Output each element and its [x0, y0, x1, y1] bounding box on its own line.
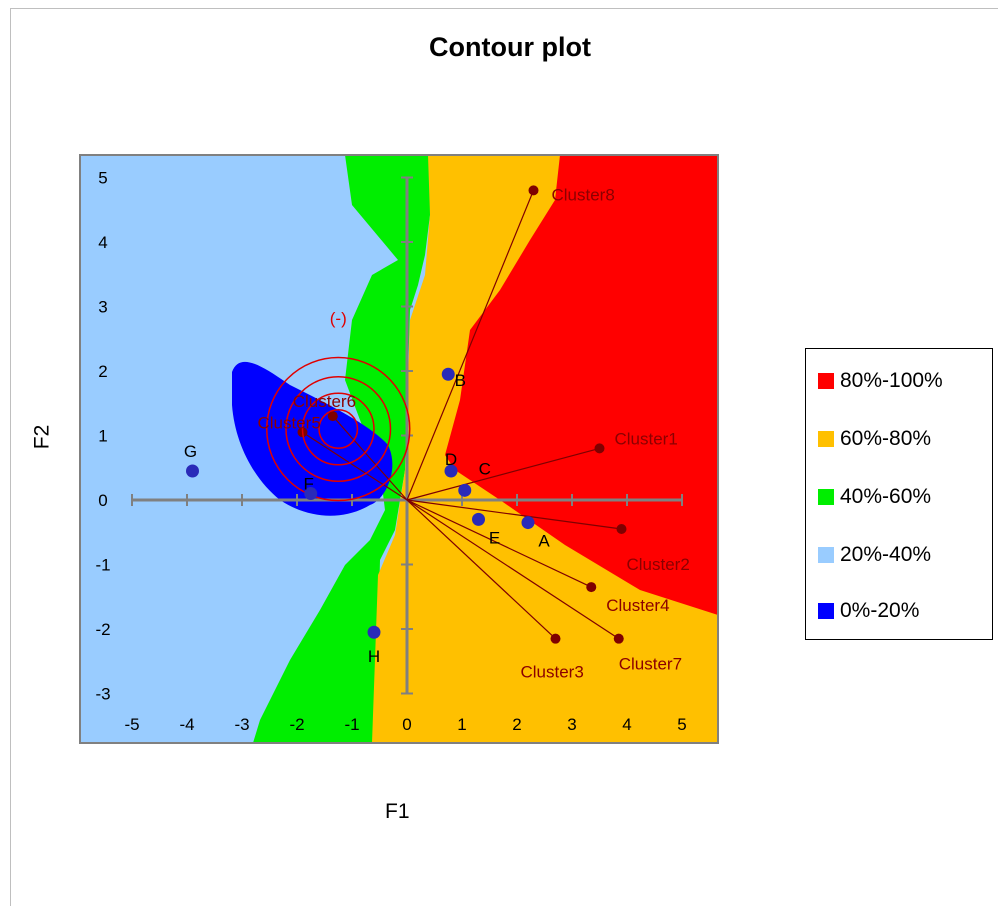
legend: 80%-100% 60%-80% 40%-60% 20%-40% 0%-20%	[805, 348, 993, 640]
observation-point	[458, 483, 472, 497]
plot-border	[79, 154, 719, 744]
ideal-point-circle	[301, 392, 375, 466]
variable-vector	[406, 499, 556, 640]
variable-vector	[332, 415, 408, 501]
y-tick-label: 3	[98, 298, 107, 317]
variable-vector	[406, 447, 600, 501]
variable-point	[550, 633, 561, 644]
contour-region-40-60	[253, 155, 435, 743]
variable-vector	[406, 499, 622, 530]
x-tick-label: 2	[512, 715, 521, 734]
variable-point	[327, 411, 338, 422]
variable-label: Cluster1	[615, 429, 678, 448]
x-tick-label: -2	[289, 715, 304, 734]
x-tick-label: -4	[179, 715, 194, 734]
legend-item: 60%-80%	[818, 427, 931, 451]
y-tick-label: 2	[98, 362, 107, 381]
legend-swatch	[818, 489, 834, 505]
legend-swatch	[818, 547, 834, 563]
y-axis-title: F2	[30, 424, 54, 450]
observation-label: G	[184, 442, 197, 461]
legend-item: 80%-100%	[818, 369, 943, 393]
x-tick-label: 5	[677, 715, 686, 734]
x-tick-label: -3	[234, 715, 249, 734]
variable-label: Cluster3	[521, 663, 584, 682]
variable-label: Cluster4	[606, 596, 669, 615]
observation-label: F	[304, 475, 314, 494]
legend-swatch	[818, 373, 834, 389]
observation-point	[304, 487, 318, 501]
variable-vector	[302, 431, 408, 501]
variable-point	[616, 524, 627, 535]
variable-vector	[406, 499, 592, 588]
chart-title: Contour plot	[429, 32, 591, 62]
y-tick-label: -3	[95, 685, 110, 704]
ideal-point-circle	[285, 376, 392, 483]
ideal-point-circle	[266, 356, 411, 502]
legend-item: 0%-20%	[818, 599, 919, 623]
legend-label: 40%-60%	[840, 485, 932, 508]
x-tick-label: -5	[124, 715, 139, 734]
observation-label: A	[538, 532, 550, 551]
observation-label: E	[489, 528, 500, 547]
observation-label: D	[445, 450, 457, 469]
legend-label: 60%-80%	[840, 427, 932, 450]
legend-label: 20%-40%	[840, 543, 932, 566]
variable-point	[594, 443, 605, 454]
observation-label: H	[368, 647, 380, 666]
variable-point	[528, 185, 539, 196]
y-tick-label: 4	[98, 233, 107, 252]
y-tick-label: -1	[95, 556, 110, 575]
legend-label: 0%-20%	[840, 599, 920, 622]
observation-label: C	[479, 459, 491, 478]
y-tick-label: -2	[95, 620, 110, 639]
variable-label: Cluster8	[552, 185, 615, 204]
legend-swatch	[818, 431, 834, 447]
x-tick-label: 1	[457, 715, 466, 734]
observation-point	[186, 464, 199, 478]
variable-vector	[406, 190, 535, 501]
legend-swatch	[818, 603, 834, 619]
ideal-point-label: (-)	[330, 309, 347, 328]
x-tick-label: 4	[622, 715, 631, 734]
legend-label: 80%-100%	[840, 369, 943, 392]
observation-point	[521, 516, 535, 530]
variable-label: Cluster7	[619, 655, 682, 674]
observation-point	[441, 367, 455, 381]
observation-label: B	[455, 371, 466, 390]
variable-label: Cluster5	[258, 413, 321, 432]
variable-point	[586, 582, 597, 593]
legend-item: 20%-40%	[818, 543, 931, 567]
ideal-point-circle	[318, 409, 359, 450]
y-tick-label: 5	[98, 169, 107, 188]
variable-label: Cluster2	[627, 555, 690, 574]
variable-point	[613, 633, 624, 644]
y-tick-label: 0	[98, 491, 107, 510]
observation-point	[444, 464, 458, 478]
legend-item: 40%-60%	[818, 485, 931, 509]
observation-point	[472, 512, 485, 526]
x-tick-label: 0	[402, 715, 411, 734]
x-axis-title: F1	[385, 800, 410, 823]
observation-point	[367, 625, 381, 639]
y-tick-label: 1	[98, 427, 107, 446]
x-tick-label: 3	[567, 715, 576, 734]
x-tick-label: -1	[344, 715, 359, 734]
variable-label: Cluster6	[293, 392, 356, 411]
variable-vector	[406, 499, 620, 640]
